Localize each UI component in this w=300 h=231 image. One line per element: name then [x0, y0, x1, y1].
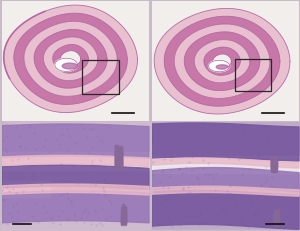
Polygon shape — [204, 47, 240, 75]
Polygon shape — [62, 63, 78, 69]
Bar — [82, 60, 119, 94]
Polygon shape — [174, 24, 270, 98]
Bar — [235, 59, 271, 91]
Polygon shape — [55, 58, 77, 71]
Polygon shape — [34, 29, 107, 88]
Polygon shape — [53, 44, 88, 73]
Polygon shape — [24, 21, 117, 96]
Polygon shape — [208, 60, 230, 72]
Polygon shape — [216, 65, 229, 69]
Polygon shape — [44, 37, 98, 81]
Polygon shape — [154, 8, 290, 114]
Polygon shape — [14, 13, 127, 104]
Polygon shape — [184, 32, 260, 91]
Polygon shape — [194, 40, 250, 83]
Polygon shape — [4, 5, 137, 112]
Polygon shape — [164, 16, 280, 106]
